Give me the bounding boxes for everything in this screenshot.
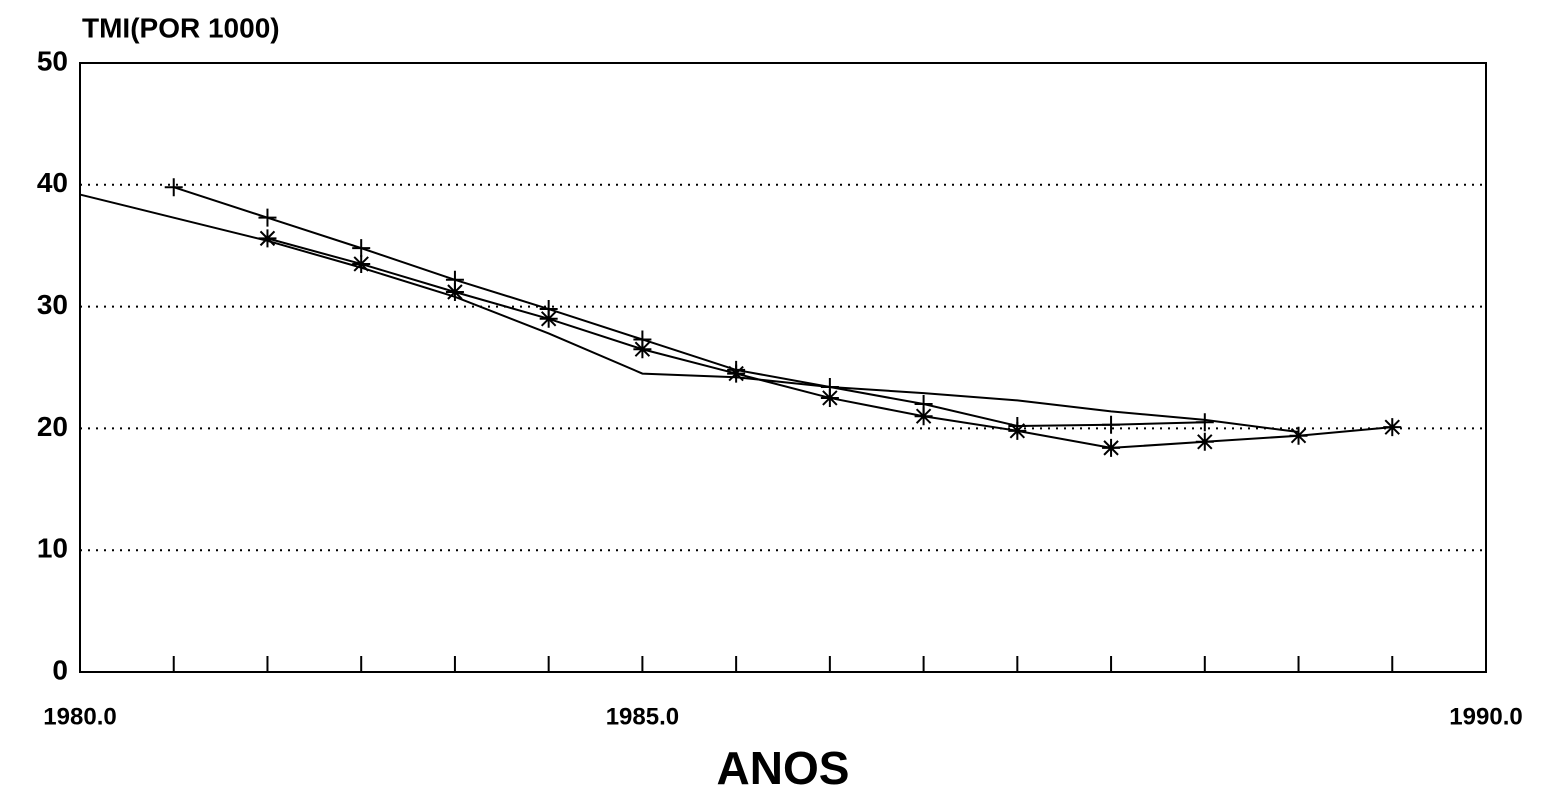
marker [445,282,464,301]
series-line [79,193,1299,434]
marker [914,407,933,426]
marker [352,254,371,273]
y-tick-label: 40 [37,167,68,198]
series-line [267,237,1393,449]
y-tick-label: 30 [37,289,68,320]
marker [633,340,652,359]
marker [1102,438,1121,457]
marker [352,239,371,258]
y-tick-label: 0 [52,654,68,685]
marker [1195,413,1214,432]
x-tick-label: 1985.0 [606,703,679,730]
marker [1008,421,1027,440]
marker [1289,426,1308,445]
marker [258,229,277,248]
y-tick-label: 50 [37,45,68,76]
chart-title: TMI(POR 1000) [82,12,280,43]
x-axis-label: ANOS [717,742,850,794]
marker [1383,418,1402,437]
x-tick-label: 1980.0 [43,703,116,730]
x-tick-label: 1990.0 [1449,703,1522,730]
marker [164,178,183,197]
marker [539,309,558,328]
y-tick-label: 10 [37,533,68,564]
marker [1102,415,1121,434]
marker [820,388,839,407]
marker [258,208,277,227]
marker [727,364,746,383]
series-line [173,186,1205,427]
marker [1195,432,1214,451]
y-tick-label: 20 [37,411,68,442]
plot-frame [79,62,1487,673]
